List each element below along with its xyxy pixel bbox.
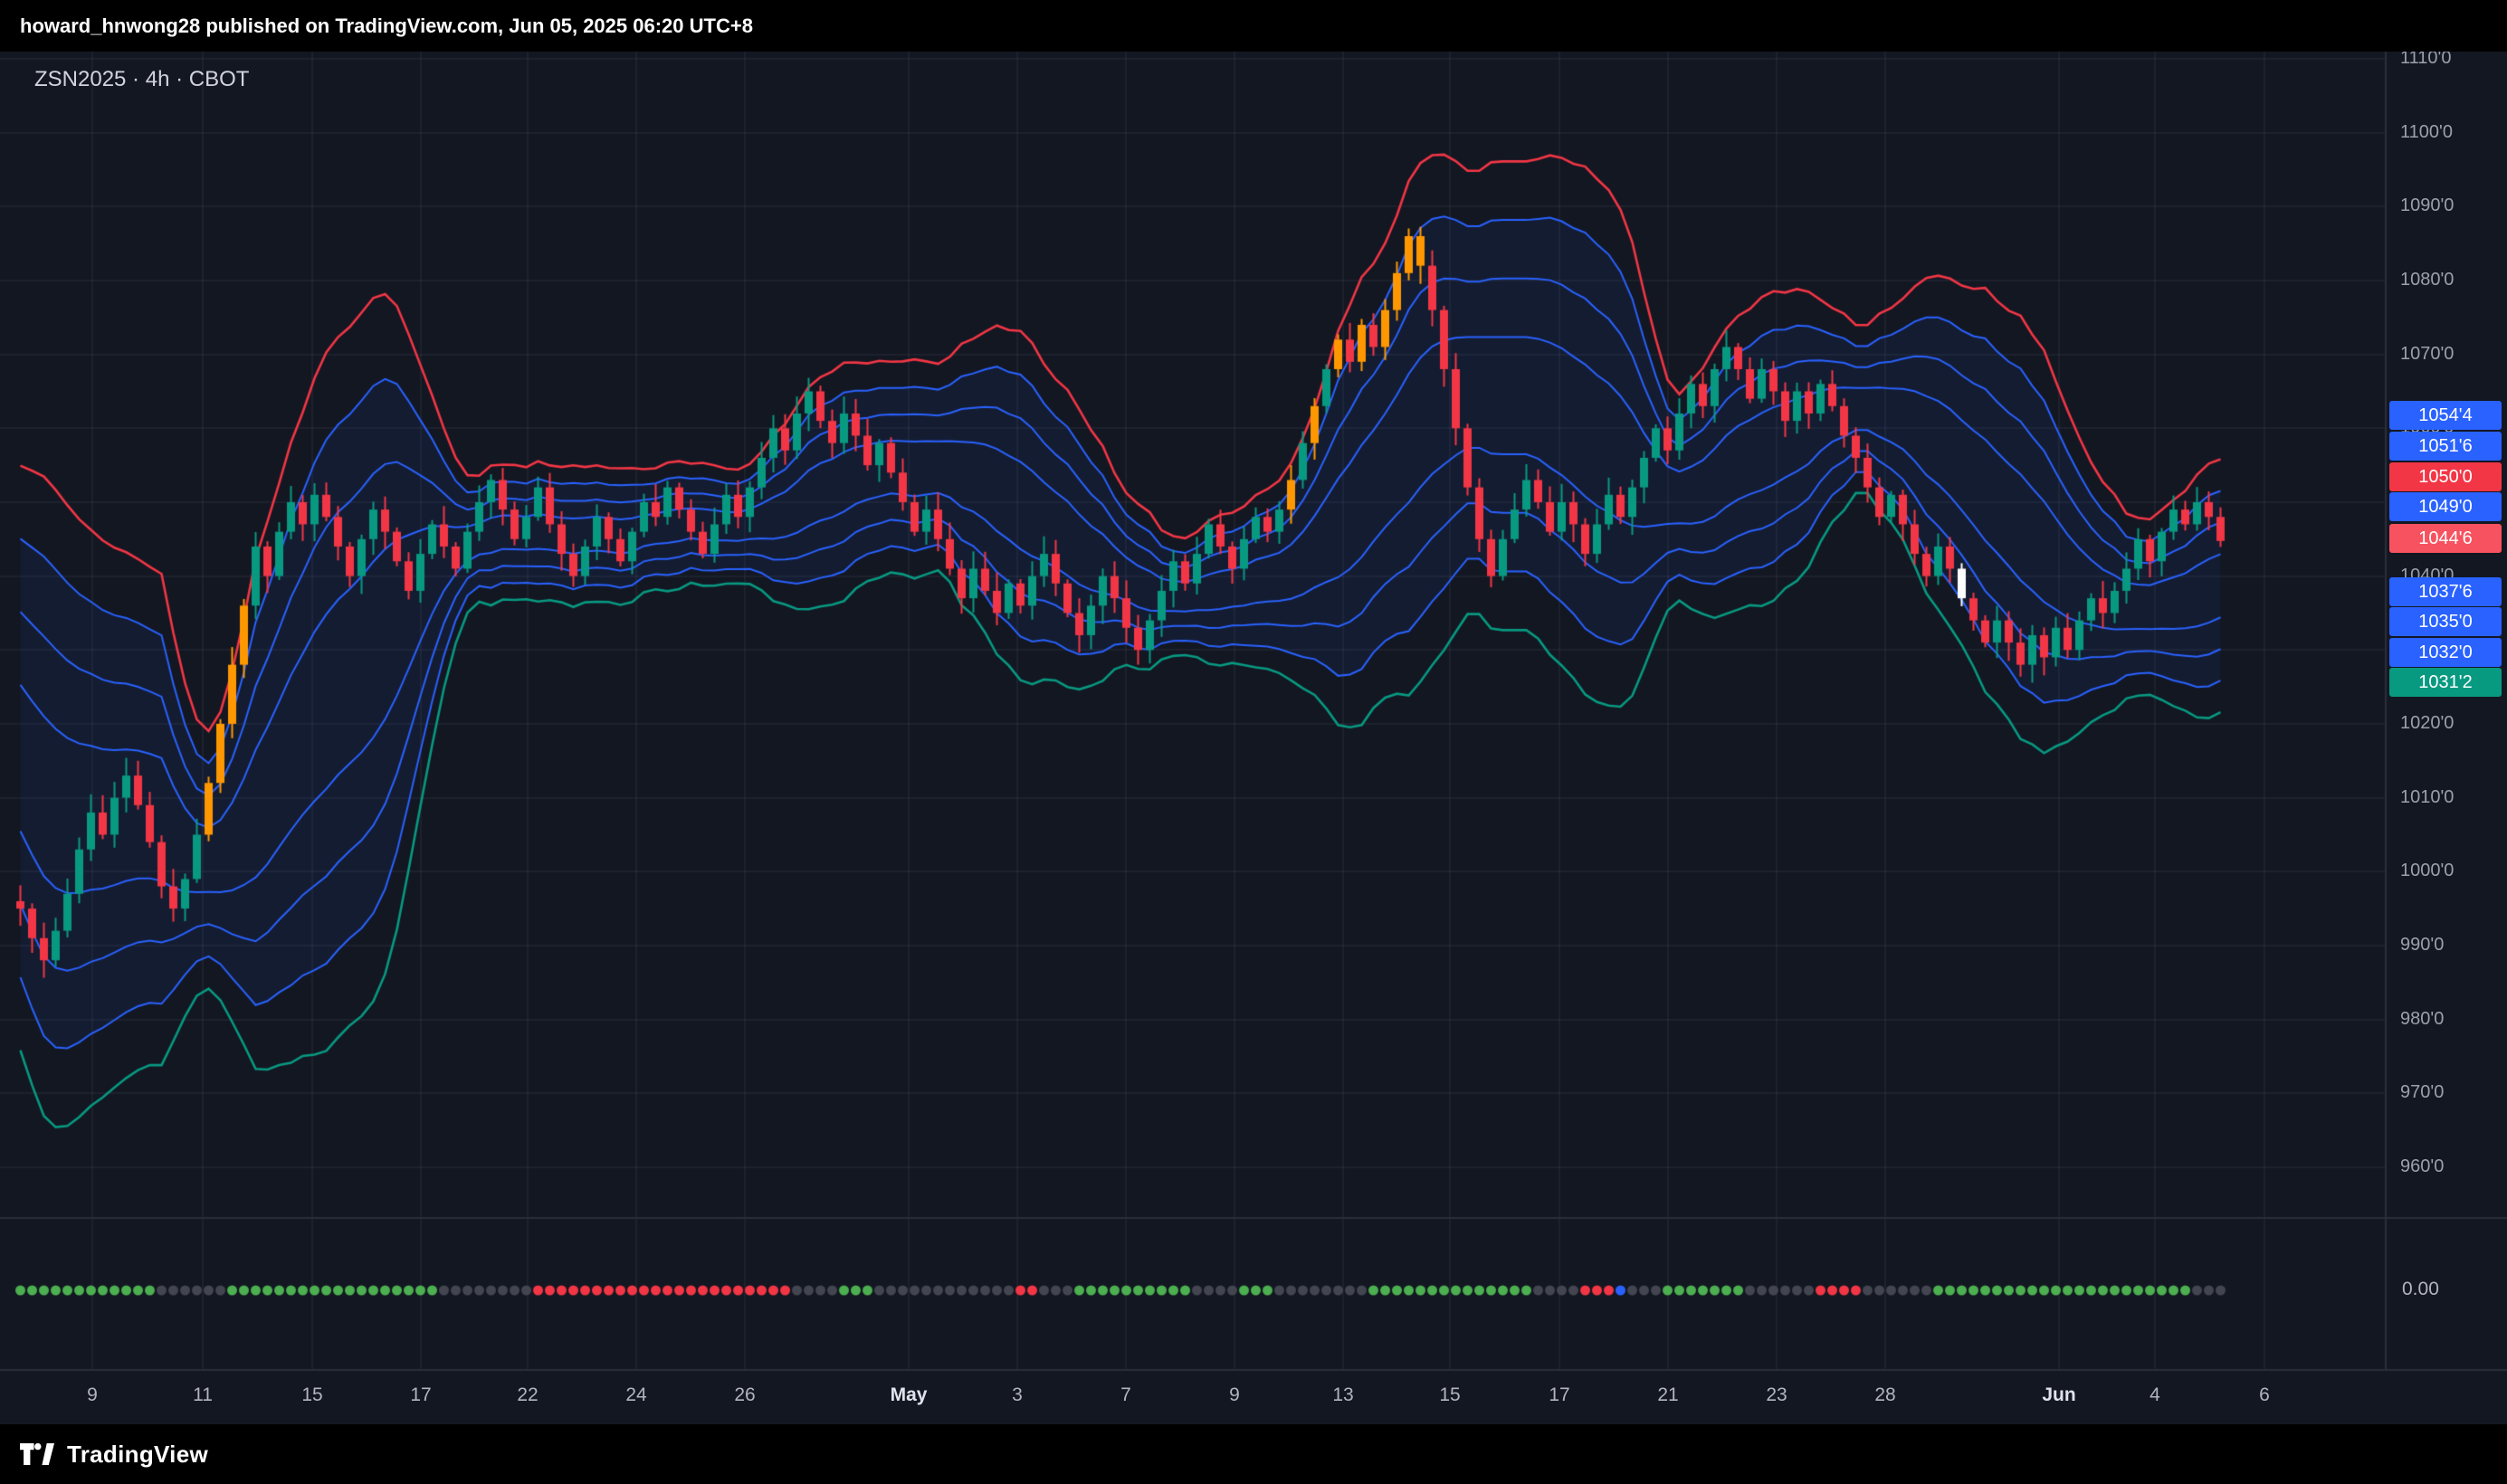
symbol-title: ZSN2025 · 4h · CBOT <box>34 67 250 91</box>
time-tick-label: 26 <box>734 1384 756 1405</box>
price-tick-label: 1100'0 <box>2400 121 2453 142</box>
price-axis-tag: 1044'6 <box>2389 524 2502 553</box>
tradingview-logo-icon[interactable] <box>20 1443 54 1465</box>
time-tick-label: 17 <box>410 1384 432 1405</box>
price-tick-label: 980'0 <box>2400 1008 2445 1029</box>
footer-bar: TradingView <box>0 1424 2507 1484</box>
price-tick-label: 1090'0 <box>2400 195 2455 216</box>
time-tick-label: May <box>890 1384 928 1405</box>
time-tick-label: 4 <box>2150 1384 2160 1405</box>
time-tick-label: 28 <box>1874 1384 1896 1405</box>
price-tick-label: 1020'0 <box>2400 712 2455 733</box>
publish-info-text: howard_hnwong28 published on TradingView… <box>20 14 753 37</box>
price-axis-tag: 1035'0 <box>2389 607 2502 636</box>
time-tick-label: 6 <box>2259 1384 2270 1405</box>
price-axis-tag: 1050'0 <box>2389 462 2502 491</box>
price-axis-tag: 1051'6 <box>2389 432 2502 461</box>
price-tick-label: 1070'0 <box>2400 343 2455 364</box>
time-tick-label: 9 <box>87 1384 98 1405</box>
indicator-value-label: 0.00 <box>2402 1279 2439 1299</box>
time-tick-label: 3 <box>1012 1384 1023 1405</box>
publish-info-bar: howard_hnwong28 published on TradingView… <box>0 0 2507 52</box>
price-axis-tag: 1054'4 <box>2389 401 2502 430</box>
time-tick-label: 15 <box>301 1384 323 1405</box>
price-tick-label: 1000'0 <box>2400 861 2455 881</box>
time-tick-label: 7 <box>1120 1384 1131 1405</box>
tradingview-brand-text[interactable]: TradingView <box>67 1440 208 1468</box>
price-axis-tag: 1049'0 <box>2389 492 2502 521</box>
time-tick-label: 23 <box>1766 1384 1787 1405</box>
time-tick-label: Jun <box>2042 1384 2076 1405</box>
time-tick-label: 22 <box>517 1384 539 1405</box>
price-axis-tag: 1037'6 <box>2389 577 2502 606</box>
price-tick-label: 970'0 <box>2400 1082 2445 1103</box>
time-tick-label: 24 <box>625 1384 647 1405</box>
price-tick-label: 1010'0 <box>2400 786 2455 807</box>
time-tick-label: 13 <box>1332 1384 1354 1405</box>
time-tick-label: 9 <box>1229 1384 1240 1405</box>
price-tick-label: 1110'0 <box>2400 48 2452 68</box>
time-tick-label: 15 <box>1439 1384 1461 1405</box>
time-tick-label: 11 <box>193 1384 213 1405</box>
price-axis-tag: 1032'0 <box>2389 638 2502 667</box>
price-axis-tag: 1031'2 <box>2389 668 2502 697</box>
time-tick-label: 17 <box>1549 1384 1570 1405</box>
price-tick-label: 960'0 <box>2400 1156 2445 1176</box>
time-tick-label: 21 <box>1657 1384 1679 1405</box>
price-tick-label: 1080'0 <box>2400 269 2455 290</box>
price-tick-label: 990'0 <box>2400 934 2445 955</box>
